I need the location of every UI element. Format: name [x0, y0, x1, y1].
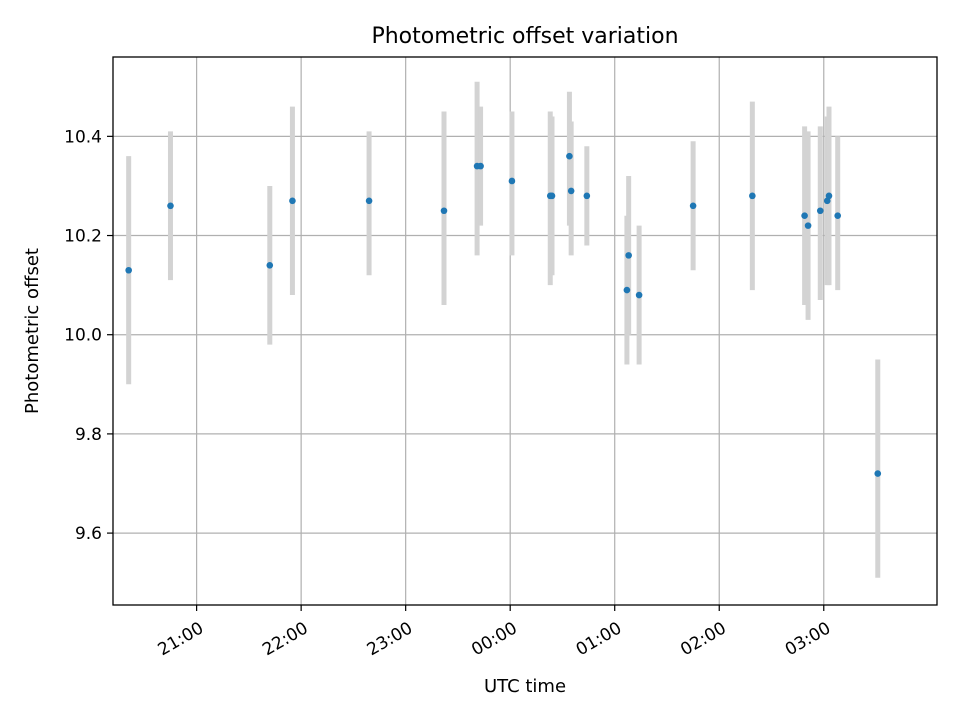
y-axis-label: Photometric offset: [22, 248, 43, 414]
y-tick-label: 10.0: [64, 326, 102, 346]
x-tick-label: 21:00: [155, 618, 207, 660]
chart-title: Photometric offset variation: [371, 24, 678, 49]
data-point: [749, 192, 756, 200]
y-tick-label: 10.2: [64, 227, 102, 247]
data-point: [804, 222, 812, 229]
data-point: [548, 192, 556, 200]
y-tick-label: 9.6: [75, 524, 102, 544]
data-point: [816, 207, 824, 215]
data-point: [508, 177, 516, 185]
data-point: [289, 197, 296, 205]
data-point: [440, 207, 448, 215]
error-bars: [126, 81, 881, 578]
data-point: [625, 252, 632, 259]
data-point: [167, 202, 174, 210]
x-tick-label: 01:00: [573, 618, 625, 660]
x-tick-label: 22:00: [259, 618, 311, 660]
y-tick-label: 10.4: [64, 127, 102, 147]
data-point: [566, 152, 573, 160]
data-point: [823, 197, 831, 205]
data-point: [567, 187, 575, 195]
y-axis-ticks: 9.6 9.8 10.0 10.2 10.4: [64, 127, 113, 544]
x-tick-label: 02:00: [677, 618, 729, 660]
data-point: [583, 192, 591, 200]
plot-frame: [112, 56, 938, 606]
data-point: [635, 291, 643, 299]
data-point: [477, 162, 484, 170]
x-tick-label: 00:00: [468, 618, 520, 660]
grid: [113, 57, 937, 605]
data-point: [801, 212, 808, 219]
data-points: [125, 152, 882, 477]
data-point: [623, 286, 631, 294]
data-point: [874, 470, 882, 477]
data-point: [689, 202, 697, 210]
data-point: [834, 212, 842, 219]
data-point: [266, 261, 274, 269]
x-tick-label: 23:00: [364, 618, 416, 660]
x-tick-label: 03:00: [782, 618, 834, 660]
y-tick-label: 9.8: [75, 425, 102, 445]
x-axis-ticks: 21:00 22:00 23:00 00:00 01:00 02:00 03:00: [155, 605, 834, 660]
data-point: [125, 266, 132, 274]
data-point: [825, 192, 833, 200]
data-point: [365, 197, 373, 205]
x-axis-label: UTC time: [484, 676, 566, 697]
